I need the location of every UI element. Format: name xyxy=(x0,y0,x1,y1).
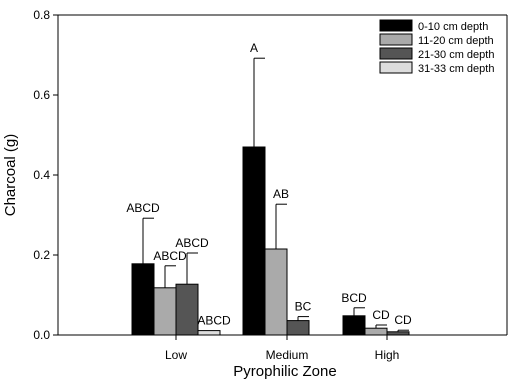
legend-swatch xyxy=(379,19,413,32)
legend-label: 31-33 cm depth xyxy=(418,63,494,75)
significance-label: ABCD xyxy=(175,236,209,250)
significance-label: BCD xyxy=(341,291,367,305)
bar xyxy=(386,331,410,336)
bar xyxy=(242,146,266,336)
significance-label: AB xyxy=(273,187,289,201)
significance-label: A xyxy=(250,41,258,55)
x-tick-label: Low xyxy=(165,348,187,362)
bar xyxy=(197,330,221,336)
legend-label: 0-10 cm depth xyxy=(418,21,488,33)
significance-label: CD xyxy=(394,313,412,327)
bar xyxy=(175,283,199,336)
y-tick-label: 0.8 xyxy=(33,8,50,22)
bar xyxy=(153,287,177,336)
bar xyxy=(264,248,288,336)
legend: 0-10 cm depth 11-20 cm depth 21-30 cm dept… xyxy=(379,19,494,75)
y-tick-label: 0.6 xyxy=(33,88,50,102)
significance-label: ABCD xyxy=(153,249,187,263)
x-axis-title: Pyrophilic Zone xyxy=(233,363,336,380)
x-tick-label: High xyxy=(375,348,400,362)
significance-label: BC xyxy=(295,300,312,314)
significance-label: ABCD xyxy=(197,314,231,328)
legend-swatch xyxy=(379,33,413,46)
bar xyxy=(342,315,366,336)
x-axis: Low Medium High xyxy=(165,335,399,362)
y-axis: 0.0 0.2 0.4 0.6 0.8 xyxy=(33,8,58,342)
y-tick-label: 0.4 xyxy=(33,168,50,182)
bar xyxy=(364,327,388,336)
x-tick-label: Medium xyxy=(266,348,309,362)
significance-label: CD xyxy=(372,308,390,322)
y-tick-label: 0.2 xyxy=(33,248,50,262)
legend-label: 21-30 cm depth xyxy=(418,49,494,61)
legend-label: 11-20 cm depth xyxy=(418,35,494,47)
bar xyxy=(131,263,155,336)
y-axis-title: Charcoal (g) xyxy=(2,134,19,217)
bar xyxy=(286,320,310,336)
legend-swatch xyxy=(379,61,413,74)
legend-swatch xyxy=(379,47,413,60)
y-tick-label: 0.0 xyxy=(33,328,50,342)
significance-label: ABCD xyxy=(126,201,160,215)
